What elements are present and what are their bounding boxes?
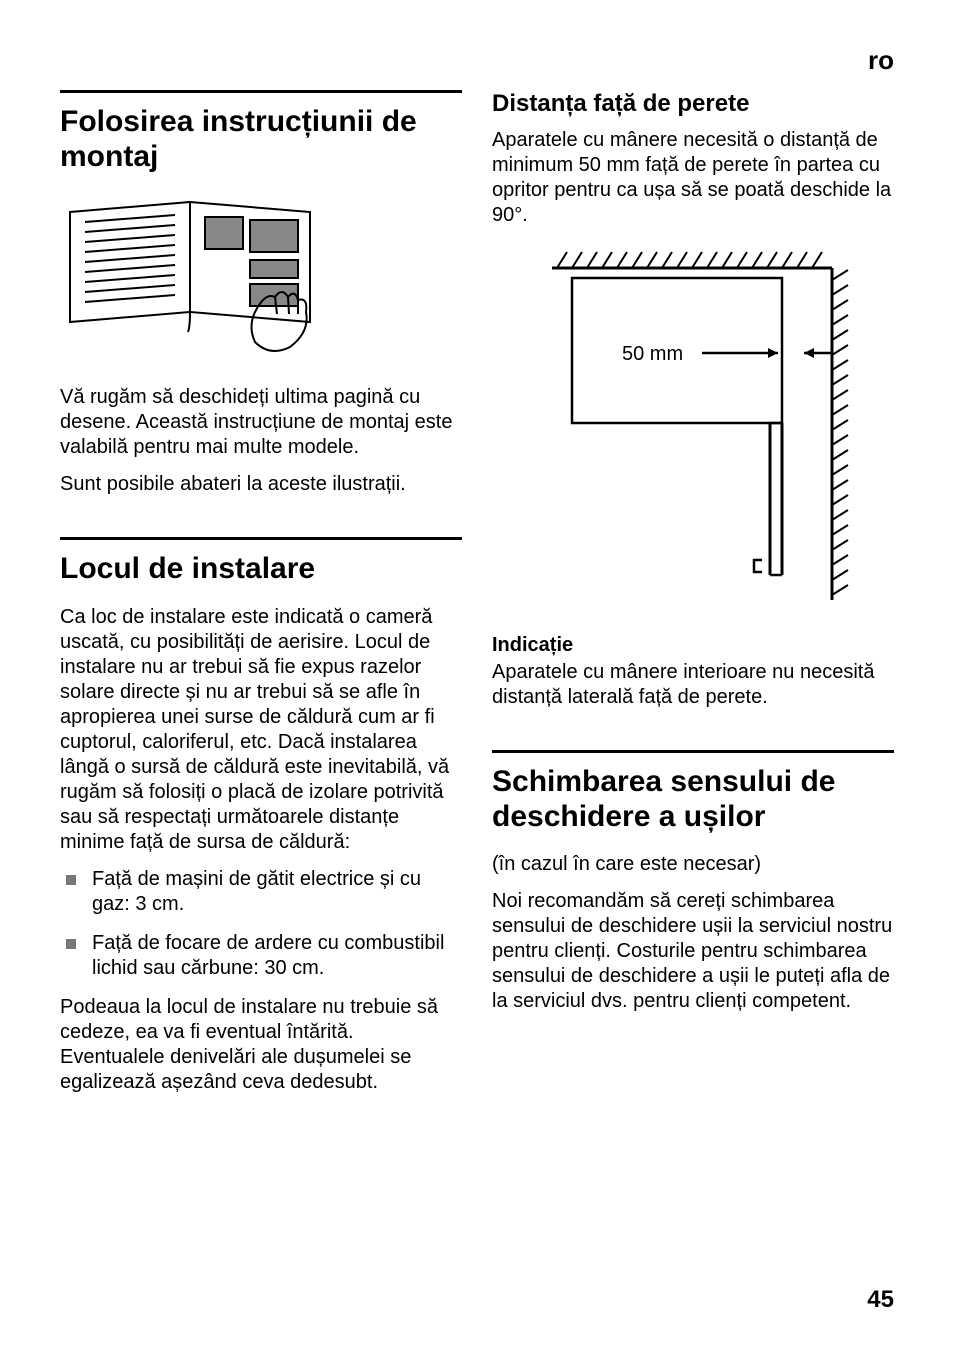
door-reverse-p2: Noi recomandăm să cereți schimbarea sens… <box>492 889 894 1014</box>
section2-title: Locul de instalare <box>60 552 462 587</box>
wall-distance-p1: Aparatele cu mânere necesită o distanță … <box>492 128 894 228</box>
page-number: 45 <box>867 1286 894 1314</box>
distance-bullets: Față de mașini de gătit electrice și cu … <box>60 867 462 981</box>
section-rule <box>60 90 462 93</box>
door-reverse-title: Schimbarea sensului de deschidere a ușil… <box>492 765 894 834</box>
manual-illustration <box>60 192 462 367</box>
bullet-item: Față de mașini de gătit electrice și cu … <box>60 867 462 917</box>
section2-p1: Ca loc de instalare este indicată o came… <box>60 605 462 855</box>
section-rule <box>492 750 894 753</box>
page-language-label: ro <box>868 45 894 76</box>
right-column: Distanța față de perete Aparatele cu mân… <box>492 90 894 1107</box>
left-column: Folosirea instrucțiunii de montaj <box>60 90 462 1107</box>
bullet-item: Față de focare de ardere cu combustibil … <box>60 931 462 981</box>
section1-title: Folosirea instrucțiunii de montaj <box>60 105 462 174</box>
section1-p2: Sunt posibile abateri la aceste ilustraț… <box>60 472 462 497</box>
diagram-label: 50 mm <box>622 343 683 365</box>
wall-distance-title: Distanța față de perete <box>492 90 894 118</box>
two-column-layout: Folosirea instrucțiunii de montaj <box>60 90 894 1107</box>
section2-p2: Podeaua la locul de instalare nu trebuie… <box>60 995 462 1095</box>
section1-p1: Vă rugăm să deschideți ultima pagină cu … <box>60 385 462 460</box>
section-rule <box>60 537 462 540</box>
note-text: Aparatele cu mânere interioare nu necesi… <box>492 660 894 710</box>
note-label: Indicație <box>492 633 894 658</box>
wall-clearance-diagram: 50 mm <box>492 240 894 615</box>
door-reverse-p1: (în cazul în care este necesar) <box>492 852 894 877</box>
